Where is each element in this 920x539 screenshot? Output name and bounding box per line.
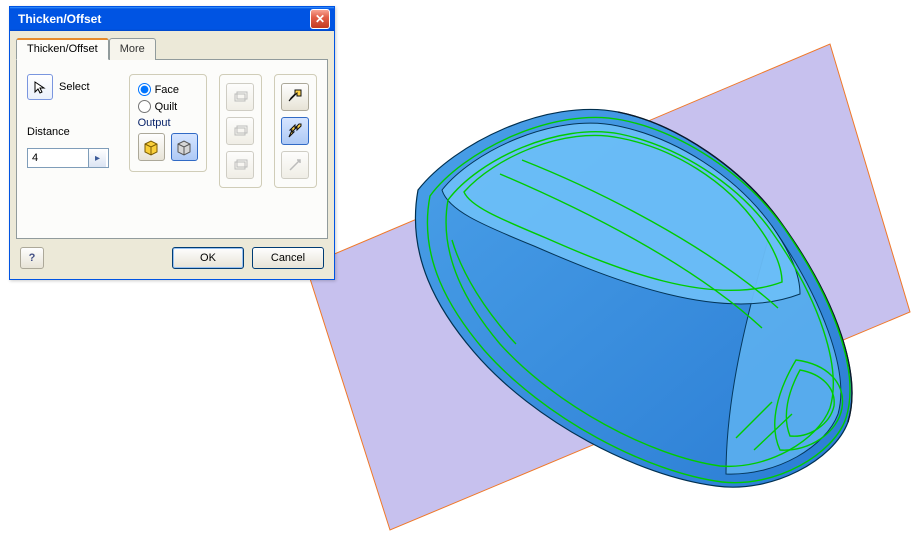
cube-gray-icon [175, 138, 193, 156]
select-label: Select [59, 81, 90, 93]
options-group: Face Quilt Output [129, 74, 207, 172]
offset-icon [232, 157, 248, 173]
help-button[interactable]: ? [20, 247, 44, 269]
body-main [415, 109, 851, 487]
extend-option-2 [226, 117, 254, 145]
distance-input[interactable]: ▸ [27, 148, 109, 168]
radio-quilt-input[interactable] [138, 100, 151, 113]
cad-viewport [302, 40, 912, 530]
distance-label: Distance [27, 126, 117, 138]
cursor-icon [33, 80, 47, 94]
dialog-buttons: ? OK Cancel [10, 239, 334, 279]
distance-stepper[interactable]: ▸ [88, 149, 106, 167]
body-side-highlight [726, 226, 841, 474]
green-cross-2 [754, 414, 792, 450]
dark-edge-1 [618, 112, 782, 224]
green-offset-rim [446, 132, 833, 467]
radio-quilt-label: Quilt [155, 101, 178, 113]
tab-label: Thicken/Offset [27, 43, 98, 55]
green-offset-innertop [464, 135, 782, 290]
distance-field[interactable] [28, 149, 88, 167]
green-cross-1 [736, 402, 772, 438]
extend-option-3 [226, 151, 254, 179]
output-surface-button[interactable] [138, 133, 165, 161]
ok-label: OK [200, 252, 216, 264]
cancel-button[interactable]: Cancel [252, 247, 324, 269]
extend-option-1 [226, 83, 254, 111]
help-icon: ? [29, 252, 36, 264]
cube-yellow-icon [142, 138, 160, 156]
green-tail-edge [452, 240, 516, 344]
cancel-label: Cancel [271, 252, 305, 264]
titlebar[interactable]: Thicken/Offset ✕ [10, 7, 334, 31]
ok-button[interactable]: OK [172, 247, 244, 269]
construction-plane [306, 44, 910, 530]
radio-face-label: Face [155, 84, 179, 96]
tabpane: Select Distance ▸ Face Quilt [16, 59, 328, 239]
chevron-right-icon: ▸ [95, 153, 100, 164]
offset-icon [232, 123, 248, 139]
radio-face[interactable]: Face [138, 83, 198, 96]
flip-arrow-icon [287, 89, 303, 105]
radio-face-input[interactable] [138, 83, 151, 96]
direction-flip-button[interactable] [281, 83, 309, 111]
green-ridge-2 [500, 174, 762, 328]
thicken-offset-dialog: Thicken/Offset ✕ Thicken/Offset More [9, 6, 335, 280]
direction-both-button[interactable] [281, 117, 309, 145]
green-nose-inner [786, 370, 834, 436]
direction-extent-button [281, 151, 309, 179]
direction-group [274, 74, 317, 188]
body-top-face [442, 123, 800, 304]
select-button[interactable] [27, 74, 53, 100]
close-button[interactable]: ✕ [310, 9, 330, 29]
dialog-title: Thicken/Offset [18, 12, 101, 26]
green-ridge-1 [522, 160, 778, 308]
extend-group [219, 74, 262, 188]
close-icon: ✕ [315, 13, 325, 25]
tabs: Thicken/Offset More [16, 38, 328, 60]
extent-icon [287, 157, 303, 173]
radio-quilt[interactable]: Quilt [138, 100, 198, 113]
green-offset-outer [427, 117, 850, 482]
tab-label: More [120, 43, 145, 55]
output-solid-button[interactable] [171, 133, 198, 161]
tab-thicken-offset[interactable]: Thicken/Offset [16, 38, 109, 60]
output-heading: Output [138, 117, 198, 129]
tab-more[interactable]: More [109, 38, 156, 60]
both-arrow-icon [287, 123, 303, 139]
green-nose-outer [775, 360, 843, 450]
dark-edge-2 [782, 224, 852, 422]
offset-icon [232, 89, 248, 105]
